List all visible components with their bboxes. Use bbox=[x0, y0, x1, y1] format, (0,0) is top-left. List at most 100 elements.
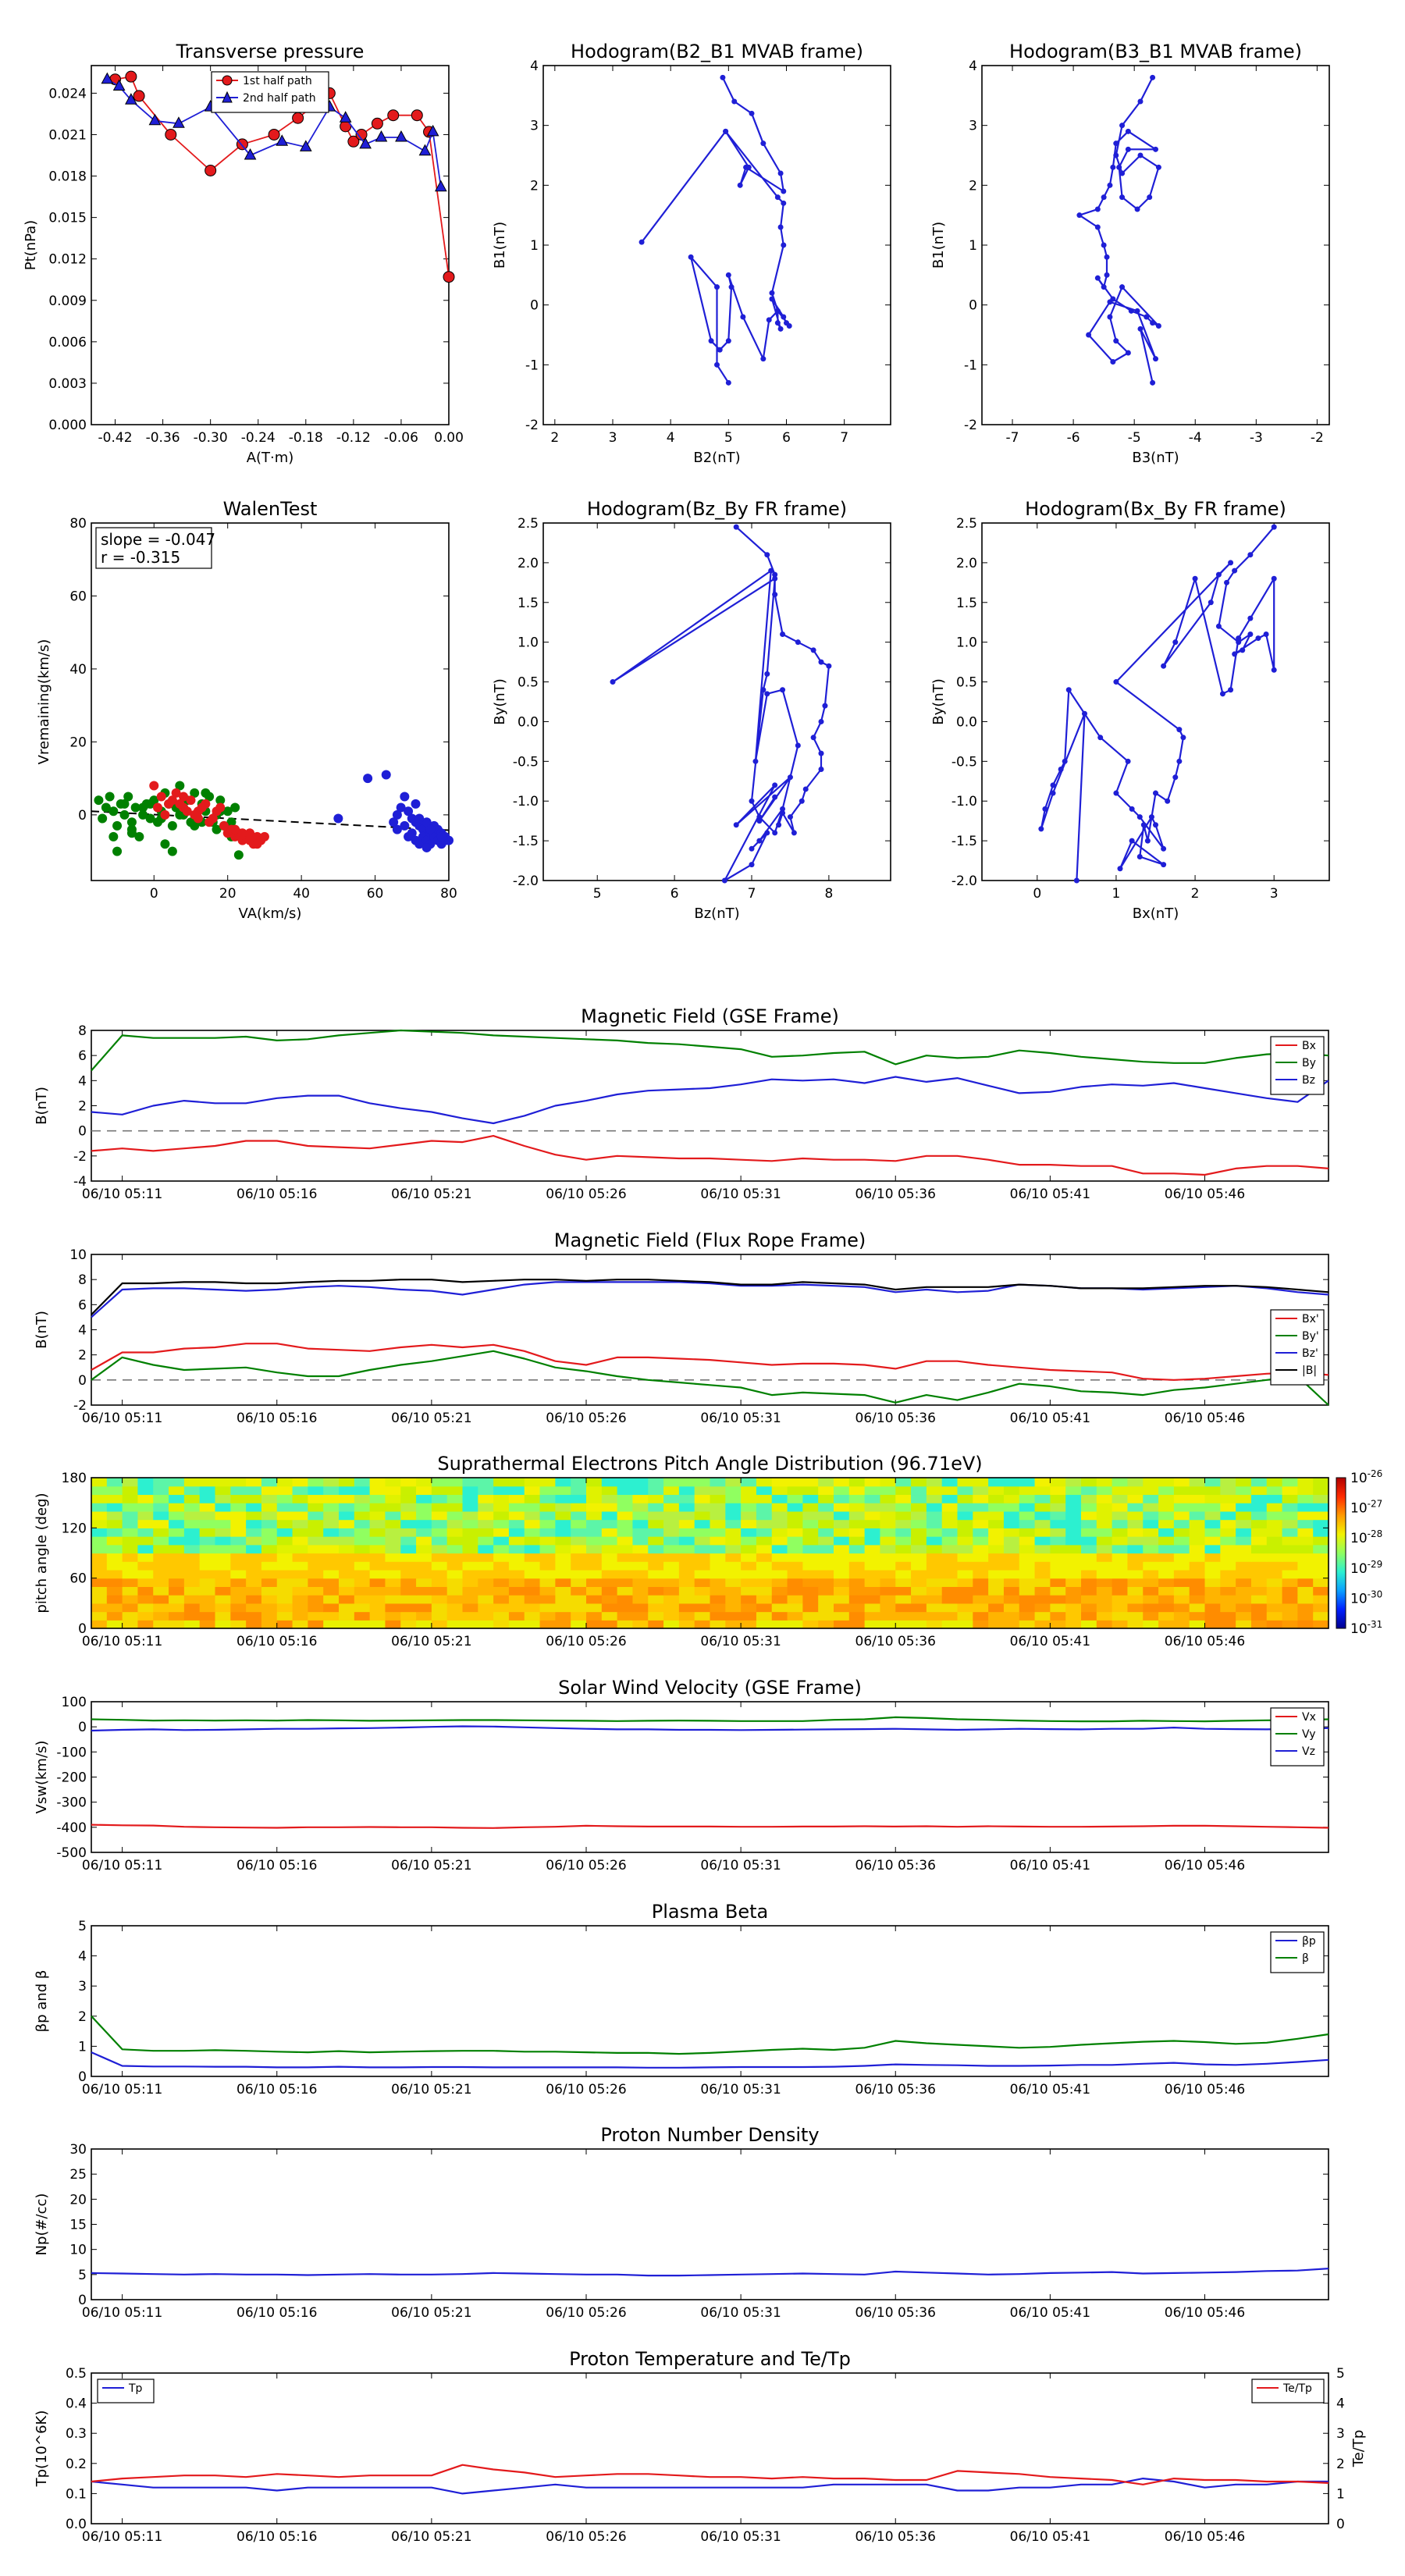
x-tick-label: 06/10 05:16 bbox=[237, 1411, 317, 1426]
y-tick-label: 3 bbox=[969, 119, 977, 134]
y-axis-label: Vsw(km/s) bbox=[34, 1741, 50, 1814]
heatmap-cell bbox=[1050, 1569, 1066, 1579]
heatmap-cell bbox=[246, 1536, 262, 1546]
data-point bbox=[1155, 164, 1161, 170]
y-tick-label: 8 bbox=[78, 1023, 87, 1039]
heatmap-cell bbox=[941, 1569, 959, 1579]
heatmap-cell bbox=[1282, 1586, 1298, 1596]
data-point bbox=[1161, 845, 1167, 852]
plot-frame bbox=[542, 65, 891, 425]
data-point bbox=[108, 831, 119, 841]
heatmap-cell bbox=[834, 1561, 850, 1571]
data-point bbox=[400, 792, 410, 802]
heatmap-cell bbox=[1158, 1519, 1175, 1528]
y-axis-label: Pt(nPa) bbox=[23, 220, 39, 270]
heatmap-cell bbox=[648, 1603, 664, 1613]
x-tick-label: 06/10 05:11 bbox=[82, 2529, 162, 2545]
data-point bbox=[1086, 332, 1092, 338]
heatmap-cell bbox=[895, 1536, 912, 1546]
heatmap-cell bbox=[400, 1603, 417, 1613]
heatmap-cell bbox=[1266, 1536, 1283, 1546]
y-tick-label: 2.0 bbox=[518, 556, 539, 571]
x-tick-label: 6 bbox=[782, 430, 791, 446]
data-point bbox=[407, 828, 417, 838]
heatmap-cell bbox=[122, 1536, 139, 1546]
x-tick-label: 0 bbox=[1033, 886, 1041, 902]
heatmap-cell bbox=[678, 1503, 695, 1512]
data-point bbox=[688, 254, 694, 260]
heatmap-cell bbox=[1220, 1561, 1236, 1571]
heatmap-cell bbox=[153, 1611, 169, 1621]
heatmap-cell bbox=[895, 1620, 912, 1629]
x-tick-label: 6 bbox=[670, 886, 679, 902]
heatmap-cell bbox=[880, 1485, 896, 1496]
heatmap-cell bbox=[508, 1494, 525, 1503]
heatmap-cell bbox=[1189, 1553, 1206, 1562]
heatmap-cell bbox=[1236, 1603, 1252, 1613]
heatmap-cell bbox=[106, 1603, 123, 1613]
heatmap-cell bbox=[276, 1569, 293, 1579]
heatmap-cell bbox=[539, 1620, 556, 1629]
heatmap-cell bbox=[988, 1519, 1005, 1528]
heatmap-cell bbox=[1282, 1485, 1298, 1496]
heatmap-cell bbox=[555, 1561, 571, 1571]
colorbar-tick-exponent: -28 bbox=[1368, 1528, 1383, 1539]
data-point bbox=[1153, 356, 1158, 362]
heatmap-cell bbox=[292, 1528, 308, 1537]
heatmap-cell bbox=[694, 1586, 711, 1596]
heatmap-cell bbox=[199, 1553, 216, 1562]
x-tick-label: 06/10 05:46 bbox=[1165, 1858, 1245, 1873]
heatmap-cell bbox=[818, 1595, 834, 1604]
heatmap-cell bbox=[400, 1519, 417, 1528]
heatmap-cell bbox=[1096, 1485, 1113, 1496]
heatmap-cell bbox=[1034, 1569, 1051, 1579]
heatmap-cell bbox=[1313, 1510, 1329, 1521]
legend-label: By bbox=[1302, 1057, 1316, 1069]
heatmap-cell bbox=[246, 1544, 262, 1554]
heatmap-cell bbox=[215, 1611, 231, 1621]
y-tick-label: 0.006 bbox=[48, 335, 87, 350]
x-tick-label: 06/10 05:26 bbox=[546, 1187, 626, 1202]
heatmap-cell bbox=[122, 1494, 139, 1503]
data-point bbox=[201, 788, 211, 798]
heatmap-cell bbox=[1297, 1485, 1314, 1496]
heatmap-cell bbox=[648, 1569, 664, 1579]
heatmap-cell bbox=[617, 1569, 634, 1579]
colorbar-tick-base: 10 bbox=[1350, 1561, 1368, 1577]
heatmap-cell bbox=[617, 1561, 634, 1571]
heatmap-cell bbox=[1112, 1603, 1129, 1613]
heatmap-cell bbox=[431, 1561, 448, 1571]
heatmap-cell bbox=[276, 1485, 293, 1496]
heatmap-cell bbox=[555, 1503, 571, 1512]
heatmap-cell bbox=[292, 1510, 308, 1521]
heatmap-cell bbox=[1173, 1536, 1190, 1546]
data-point bbox=[1153, 146, 1158, 152]
heatmap-cell bbox=[957, 1603, 973, 1613]
heatmap-cell bbox=[431, 1553, 448, 1562]
data-point bbox=[375, 130, 388, 142]
heatmap-cell bbox=[1081, 1478, 1097, 1487]
heatmap-cell bbox=[524, 1536, 541, 1546]
heatmap-cell bbox=[818, 1611, 834, 1621]
heatmap-cell bbox=[1236, 1620, 1252, 1629]
data-point bbox=[1228, 687, 1234, 693]
heatmap-cell bbox=[926, 1478, 943, 1487]
heatmap-cell bbox=[261, 1603, 278, 1613]
heatmap-cell bbox=[539, 1611, 556, 1621]
heatmap-cell bbox=[957, 1536, 973, 1546]
heatmap-cell bbox=[1034, 1620, 1051, 1629]
heatmap-cell bbox=[91, 1553, 108, 1562]
heatmap-cell bbox=[1297, 1620, 1314, 1629]
heatmap-cell bbox=[1313, 1544, 1329, 1554]
chart-title: Solar Wind Velocity (GSE Frame) bbox=[558, 1677, 862, 1699]
data-point bbox=[1140, 822, 1147, 828]
y-tick-label: 6 bbox=[78, 1297, 87, 1313]
slope-annotation: slope = -0.047 bbox=[101, 530, 215, 549]
heatmap-cell bbox=[1034, 1553, 1051, 1562]
heatmap-cell bbox=[1204, 1603, 1221, 1613]
heatmap-cell bbox=[323, 1485, 340, 1496]
heatmap-cell bbox=[1127, 1478, 1144, 1487]
heatmap-cell bbox=[864, 1586, 881, 1596]
heatmap-cell bbox=[462, 1494, 478, 1503]
